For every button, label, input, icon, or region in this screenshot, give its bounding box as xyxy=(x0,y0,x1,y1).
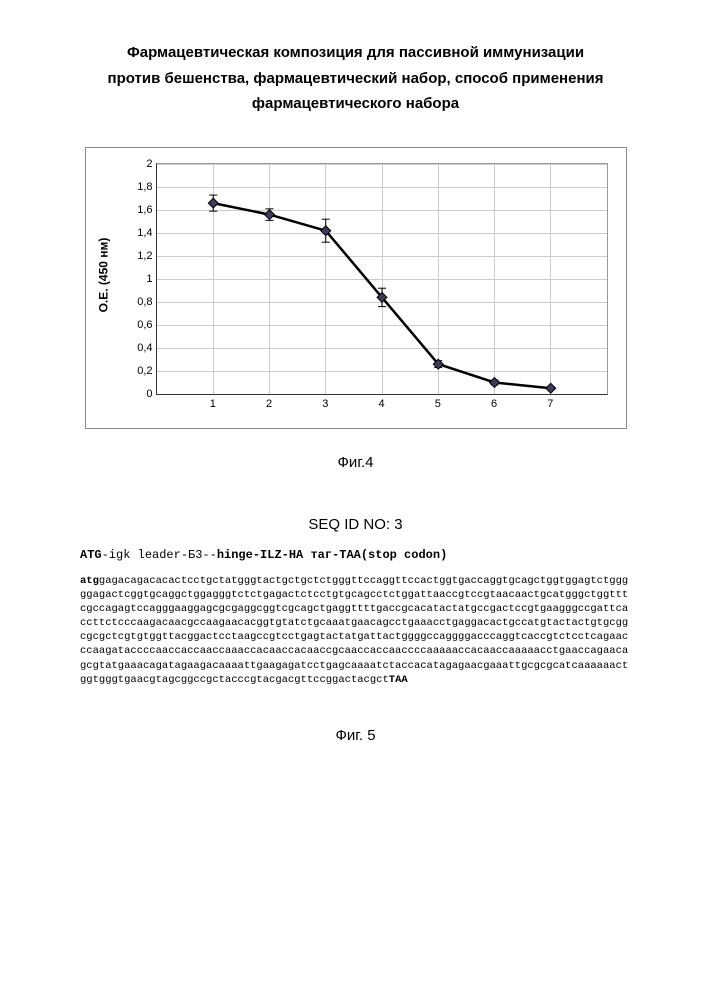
seq-header: ATG-igk leader-Б3--hinge-ILZ-HA таг-TAA(… xyxy=(50,548,661,562)
x-tick-label: 1 xyxy=(210,394,216,410)
x-tick-label: 4 xyxy=(378,394,384,410)
title-line-1: Фармацевтическая композиция для пассивно… xyxy=(50,40,661,66)
x-tick-label: 3 xyxy=(322,394,328,410)
title-line-2: против бешенства, фармацевтический набор… xyxy=(50,66,661,92)
y-tick-label: 1,8 xyxy=(137,181,156,193)
seq-prefix: atg xyxy=(80,575,99,587)
y-tick-label: 1,4 xyxy=(137,227,156,239)
y-tick-label: 0,8 xyxy=(137,296,156,308)
y-tick-label: 1,2 xyxy=(137,250,156,262)
x-tick-label: 7 xyxy=(547,394,553,410)
y-tick-label: 1 xyxy=(146,273,156,285)
y-tick-label: 1,6 xyxy=(137,204,156,216)
x-tick-label: 5 xyxy=(435,394,441,410)
y-tick-label: 0,4 xyxy=(137,342,156,354)
x-tick-label: 2 xyxy=(266,394,272,410)
seq-header-bold: hinge-ILZ-HA таг-TAA(stop codon) xyxy=(217,548,447,562)
document-title: Фармацевтическая композиция для пассивно… xyxy=(50,40,661,117)
seq-id-label: SEQ ID NO: 3 xyxy=(50,516,661,533)
figure-5-label: Фиг. 5 xyxy=(50,727,661,744)
dna-sequence: atggagacagacacactcctgctatgggtactgctgctct… xyxy=(50,574,661,687)
seq-header-atg: ATG xyxy=(80,548,102,562)
y-tick-label: 2 xyxy=(146,158,156,170)
seq-suffix: TAA xyxy=(389,674,408,686)
y-axis-label: О.Е. (450 нм) xyxy=(96,237,110,312)
seq-body: gagacagacacactcctgctatgggtactgctgctctggg… xyxy=(80,575,628,686)
title-line-3: фармацевтического набора xyxy=(50,91,661,117)
y-tick-label: 0 xyxy=(146,388,156,400)
plot-area: 00,20,40,60,811,21,41,61,821234567 xyxy=(156,163,608,395)
chart-figure-4: О.Е. (450 нм) 00,20,40,60,811,21,41,61,8… xyxy=(85,147,627,429)
seq-header-middle: -igk leader-Б3-- xyxy=(102,548,217,562)
figure-4-label: Фиг.4 xyxy=(50,454,661,471)
x-tick-label: 6 xyxy=(491,394,497,410)
y-tick-label: 0,2 xyxy=(137,365,156,377)
chart-svg xyxy=(157,164,607,394)
y-tick-label: 0,6 xyxy=(137,319,156,331)
